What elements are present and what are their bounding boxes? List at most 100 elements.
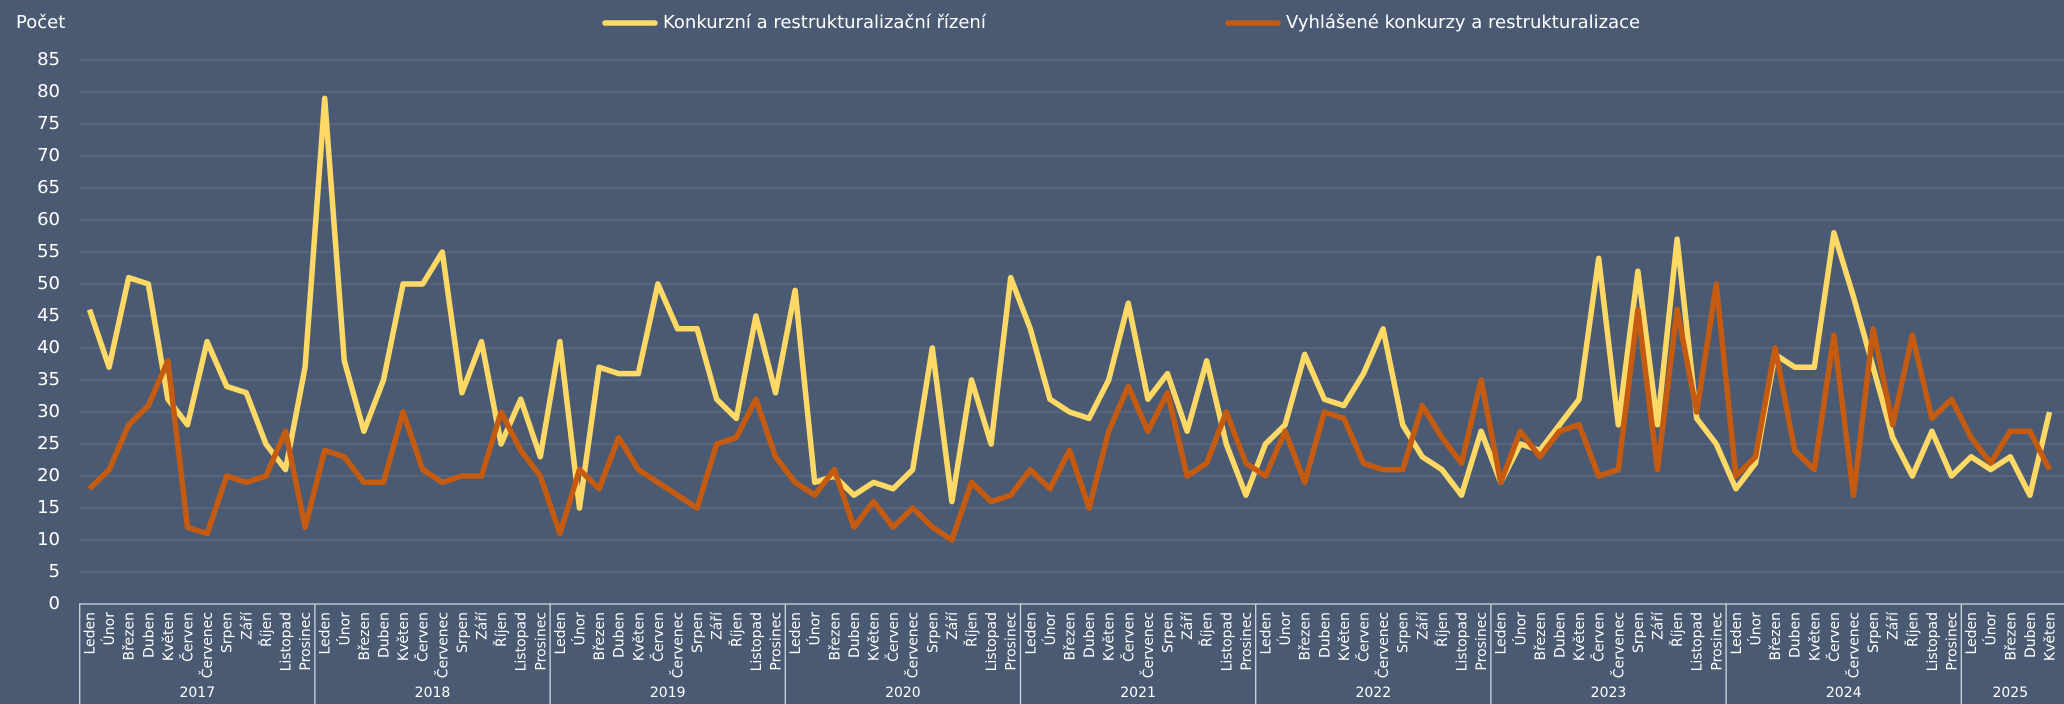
x-tick-label: Březen xyxy=(1768,612,1784,661)
x-tick-label: Březen xyxy=(592,612,608,661)
x-tick-label: Červenec xyxy=(198,612,216,678)
series-line xyxy=(86,95,2053,511)
y-tick-label: 25 xyxy=(37,433,60,454)
x-tick-label: Říjen xyxy=(1904,612,1921,647)
y-tick-label: 30 xyxy=(37,401,60,422)
year-label: 2020 xyxy=(885,685,921,701)
x-tick-label: Leden xyxy=(83,612,99,655)
y-tick-label: 50 xyxy=(37,273,60,294)
x-tick-label: Únor xyxy=(1982,612,2000,646)
x-tick-label: Srpen xyxy=(690,612,706,653)
x-tick-label: Únor xyxy=(335,612,353,646)
x-tick-label: Říjen xyxy=(728,612,745,647)
x-tick-label: Prosinec xyxy=(533,612,549,671)
x-tick-label: Květen xyxy=(1572,612,1588,661)
legend-label: Vyhlášené konkurzy a restrukturalizace xyxy=(1286,12,1640,33)
x-tick-label: Květen xyxy=(1807,612,1823,661)
x-tick-label: Srpen xyxy=(1161,612,1177,653)
x-tick-label: Září xyxy=(710,611,726,640)
x-tick-label: Červen xyxy=(884,612,902,662)
y-tick-label: 75 xyxy=(37,113,60,134)
x-tick-label: Listopad xyxy=(1219,612,1235,671)
x-tick-label: Červenec xyxy=(433,612,451,678)
x-tick-label: Říjen xyxy=(964,612,981,647)
x-tick-label: Květen xyxy=(1337,612,1353,661)
x-tick-label: Červenec xyxy=(1374,612,1392,678)
x-tick-label: Prosinec xyxy=(1474,612,1490,671)
x-tick-label: Únor xyxy=(571,612,589,646)
year-label: 2019 xyxy=(650,685,686,701)
x-tick-label: Prosinec xyxy=(1709,612,1725,671)
x-tick-label: Prosinec xyxy=(1239,612,1255,671)
y-tick-label: 15 xyxy=(37,497,60,518)
x-tick-label: Duben xyxy=(141,612,157,658)
x-tick-label: Duben xyxy=(1788,612,1804,658)
x-tick-label: Březen xyxy=(357,612,373,661)
x-tick-label: Srpen xyxy=(1866,612,1882,653)
x-tick-label: Duben xyxy=(377,612,393,658)
x-tick-label: Březen xyxy=(122,612,138,661)
x-tick-label: Prosinec xyxy=(1004,612,1020,671)
y-tick-label: 40 xyxy=(37,337,60,358)
y-tick-label: 45 xyxy=(37,305,60,326)
year-label: 2025 xyxy=(1992,685,2028,701)
x-tick-label: Únor xyxy=(806,612,824,646)
x-tick-label: Listopad xyxy=(984,612,1000,671)
x-tick-label: Září xyxy=(239,611,255,640)
x-tick-label: Červen xyxy=(1825,612,1843,662)
x-tick-label: Prosinec xyxy=(298,612,314,671)
x-tick-label: Listopad xyxy=(1455,612,1471,671)
x-tick-label: Říjen xyxy=(1199,612,1216,647)
x-tick-label: Leden xyxy=(1964,612,1980,655)
y-tick-label: 20 xyxy=(37,465,60,486)
x-tick-label: Leden xyxy=(1259,612,1275,655)
x-tick-label: Duben xyxy=(1082,612,1098,658)
x-tick-label: Březen xyxy=(1063,612,1079,661)
x-tick-label: Květen xyxy=(867,612,883,661)
x-tick-label: Září xyxy=(1415,611,1431,640)
x-tick-label: Květen xyxy=(2043,612,2059,661)
x-tick-label: Květen xyxy=(161,612,177,661)
x-tick-label: Srpen xyxy=(1396,612,1412,653)
x-tick-label: Leden xyxy=(1729,612,1745,655)
x-tick-label: Říjen xyxy=(1669,612,1686,647)
x-tick-label: Únor xyxy=(1276,612,1294,646)
x-tick-label: Březen xyxy=(1298,612,1314,661)
year-label: 2018 xyxy=(415,685,451,701)
x-tick-label: Leden xyxy=(1494,612,1510,655)
x-tick-label: Září xyxy=(945,611,961,640)
x-tick-label: Listopad xyxy=(514,612,530,671)
x-tick-label: Září xyxy=(1886,611,1902,640)
x-tick-label: Říjen xyxy=(493,612,510,647)
x-tick-label: Leden xyxy=(1023,612,1039,655)
y-tick-label: 60 xyxy=(37,209,60,230)
x-tick-label: Březen xyxy=(827,612,843,661)
year-label: 2024 xyxy=(1826,685,1862,701)
x-tick-label: Leden xyxy=(788,612,804,655)
y-tick-label: 65 xyxy=(37,177,60,198)
x-tick-label: Listopad xyxy=(1690,612,1706,671)
series-line xyxy=(87,281,2052,543)
x-tick-label: Listopad xyxy=(749,612,765,671)
x-tick-label: Březen xyxy=(1533,612,1549,661)
x-tick-label: Červenec xyxy=(669,612,687,678)
x-tick-label: Duben xyxy=(847,612,863,658)
x-tick-label: Duben xyxy=(1317,612,1333,658)
x-tick-label: Únor xyxy=(1041,612,1059,646)
x-tick-label: Červen xyxy=(179,612,197,662)
year-label: 2023 xyxy=(1591,685,1627,701)
year-label: 2021 xyxy=(1120,685,1156,701)
x-tick-label: Červenec xyxy=(1139,612,1157,678)
x-tick-label: Leden xyxy=(553,612,569,655)
x-tick-label: Září xyxy=(1180,611,1196,640)
x-tick-label: Červen xyxy=(1590,612,1608,662)
x-tick-label: Červen xyxy=(649,612,667,662)
y-tick-label: 70 xyxy=(37,145,60,166)
x-tick-label: Prosinec xyxy=(769,612,785,671)
y-axis-label: Počet xyxy=(16,12,65,33)
x-tick-label: Únor xyxy=(1747,612,1765,646)
x-tick-label: Únor xyxy=(100,612,118,646)
x-tick-label: Duben xyxy=(2023,612,2039,658)
